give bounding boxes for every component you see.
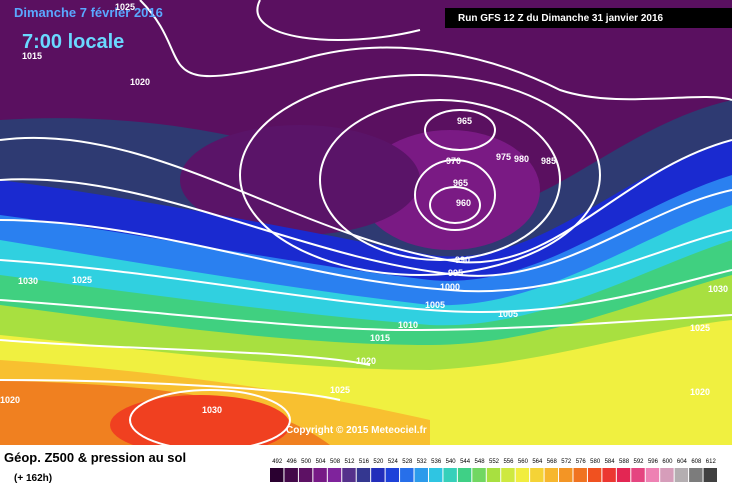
colorbar-swatch xyxy=(457,468,472,482)
colorbar-swatch xyxy=(486,468,501,482)
colorbar-swatch xyxy=(645,468,660,482)
colorbar-swatch xyxy=(573,468,587,482)
colorbar-swatch xyxy=(327,468,342,482)
isobar-label: 1015 xyxy=(22,51,42,61)
colorbar-tick-label: 600 xyxy=(662,459,673,465)
colorbar-tick-label: 500 xyxy=(301,459,312,465)
map-background xyxy=(0,0,732,455)
forecast-date: Dimanche 7 février 2016 xyxy=(14,5,163,20)
colorbar-swatch xyxy=(602,468,616,482)
run-text: Run GFS 12 Z du Dimanche 31 janvier 2016 xyxy=(458,13,664,24)
colorbar-swatch xyxy=(674,468,689,482)
colorbar-swatch xyxy=(689,468,703,482)
colorbar-swatch xyxy=(530,468,544,482)
isobar-label: 1025 xyxy=(72,275,92,285)
colorbar-tick-label: 540 xyxy=(446,459,457,465)
colorbar-swatch xyxy=(631,468,645,482)
isobar-label: 980 xyxy=(514,154,529,164)
isobar-label: 1020 xyxy=(356,356,376,366)
colorbar-tick-label: 576 xyxy=(576,459,587,465)
colorbar-tick-label: 608 xyxy=(691,459,702,465)
colorbar-tick-label: 552 xyxy=(489,459,500,465)
colorbar-tick-label: 512 xyxy=(344,459,355,465)
colorbar-tick-label: 612 xyxy=(706,459,717,465)
colorbar-swatch xyxy=(703,468,717,482)
colorbar-swatch xyxy=(428,468,443,482)
isobar-label: 1020 xyxy=(0,395,20,405)
colorbar-tick-label: 596 xyxy=(648,459,659,465)
colorbar-swatch xyxy=(270,468,284,482)
isobar-label: 1005 xyxy=(425,300,445,310)
isobar-label: 1015 xyxy=(370,333,390,343)
colorbar-swatch xyxy=(616,468,631,482)
colorbar-swatch xyxy=(385,468,400,482)
isobar-label: 1030 xyxy=(18,276,38,286)
colorbar-swatch xyxy=(298,468,313,482)
colorbar-swatch xyxy=(660,468,674,482)
colorbar-swatch xyxy=(356,468,371,482)
isobar-label: 965 xyxy=(457,116,472,126)
copyright: Copyright © 2015 Meteociel.fr xyxy=(286,425,427,436)
isobar-label: 1010 xyxy=(398,320,418,330)
isobar-label: 1020 xyxy=(690,387,710,397)
colorbar-tick-label: 504 xyxy=(316,459,327,465)
legend-lead: (+ 162h) xyxy=(14,473,52,484)
colorbar-tick-label: 604 xyxy=(677,459,688,465)
isobar-label: 990 xyxy=(455,255,470,265)
colorbar-swatch xyxy=(501,468,515,482)
colorbar-tick-label: 556 xyxy=(503,459,514,465)
colorbar-swatch xyxy=(472,468,486,482)
isobar-label: 960 xyxy=(456,198,471,208)
colorbar-tick-label: 492 xyxy=(272,459,283,465)
colorbar-tick-label: 516 xyxy=(359,459,370,465)
isobar-label: 995 xyxy=(448,268,463,278)
colorbar-swatch xyxy=(400,468,414,482)
isobar-label: 970 xyxy=(446,156,461,166)
colorbar-tick-label: 520 xyxy=(373,459,384,465)
colorbar-swatch xyxy=(544,468,559,482)
colorbar: 492 496 500 504 508 512 516 520 524 528 532 536 540 5… xyxy=(270,459,717,482)
run-box xyxy=(445,8,732,28)
colorbar-tick-label: 584 xyxy=(605,459,616,465)
colorbar-swatch xyxy=(284,468,298,482)
colorbar-swatch xyxy=(371,468,385,482)
colorbar-swatch xyxy=(587,468,602,482)
colorbar-swatch xyxy=(559,468,573,482)
isobar-label: 985 xyxy=(541,156,556,166)
isobar-label: 1025 xyxy=(115,2,135,12)
colorbar-tick-label: 592 xyxy=(634,459,645,465)
colorbar-tick-label: 496 xyxy=(287,459,298,465)
colorbar-tick-label: 572 xyxy=(561,459,572,465)
colorbar-tick-label: 528 xyxy=(402,459,413,465)
colorbar-tick-label: 560 xyxy=(518,459,529,465)
isobar-label: 1025 xyxy=(330,385,350,395)
colorbar-swatch xyxy=(443,468,457,482)
colorbar-tick-label: 580 xyxy=(590,459,601,465)
isobar-label: 965 xyxy=(453,178,468,188)
colorbar-swatch xyxy=(342,468,356,482)
isobar-label: 1020 xyxy=(130,77,150,87)
isobar-label: 1030 xyxy=(202,405,222,415)
isobar-label: 1005 xyxy=(498,309,518,319)
colorbar-tick-label: 524 xyxy=(388,459,399,465)
colorbar-tick-label: 548 xyxy=(475,459,486,465)
isobar-labels: 1015 1020 1025 965 970 975 980 985 965 960 990 995 1… xyxy=(0,2,728,415)
isobar-label: 1025 xyxy=(690,323,710,333)
isobar-label: 1000 xyxy=(440,282,460,292)
colorbar-tick-label: 544 xyxy=(460,459,471,465)
colorbar-tick-label: 536 xyxy=(431,459,442,465)
legend-title: Géop. Z500 & pression au sol xyxy=(4,450,186,465)
colorbar-swatch xyxy=(515,468,530,482)
colorbar-tick-label: 508 xyxy=(330,459,341,465)
colorbar-swatch xyxy=(313,468,327,482)
forecast-time: 7:00 locale xyxy=(22,31,124,53)
colorbar-tick-label: 588 xyxy=(619,459,630,465)
isobar-label: 975 xyxy=(496,152,511,162)
isobar-label: 1030 xyxy=(708,284,728,294)
colorbar-tick-label: 532 xyxy=(417,459,428,465)
colorbar-swatch xyxy=(414,468,428,482)
colorbar-tick-label: 564 xyxy=(532,459,543,465)
colorbar-tick-label: 568 xyxy=(547,459,558,465)
